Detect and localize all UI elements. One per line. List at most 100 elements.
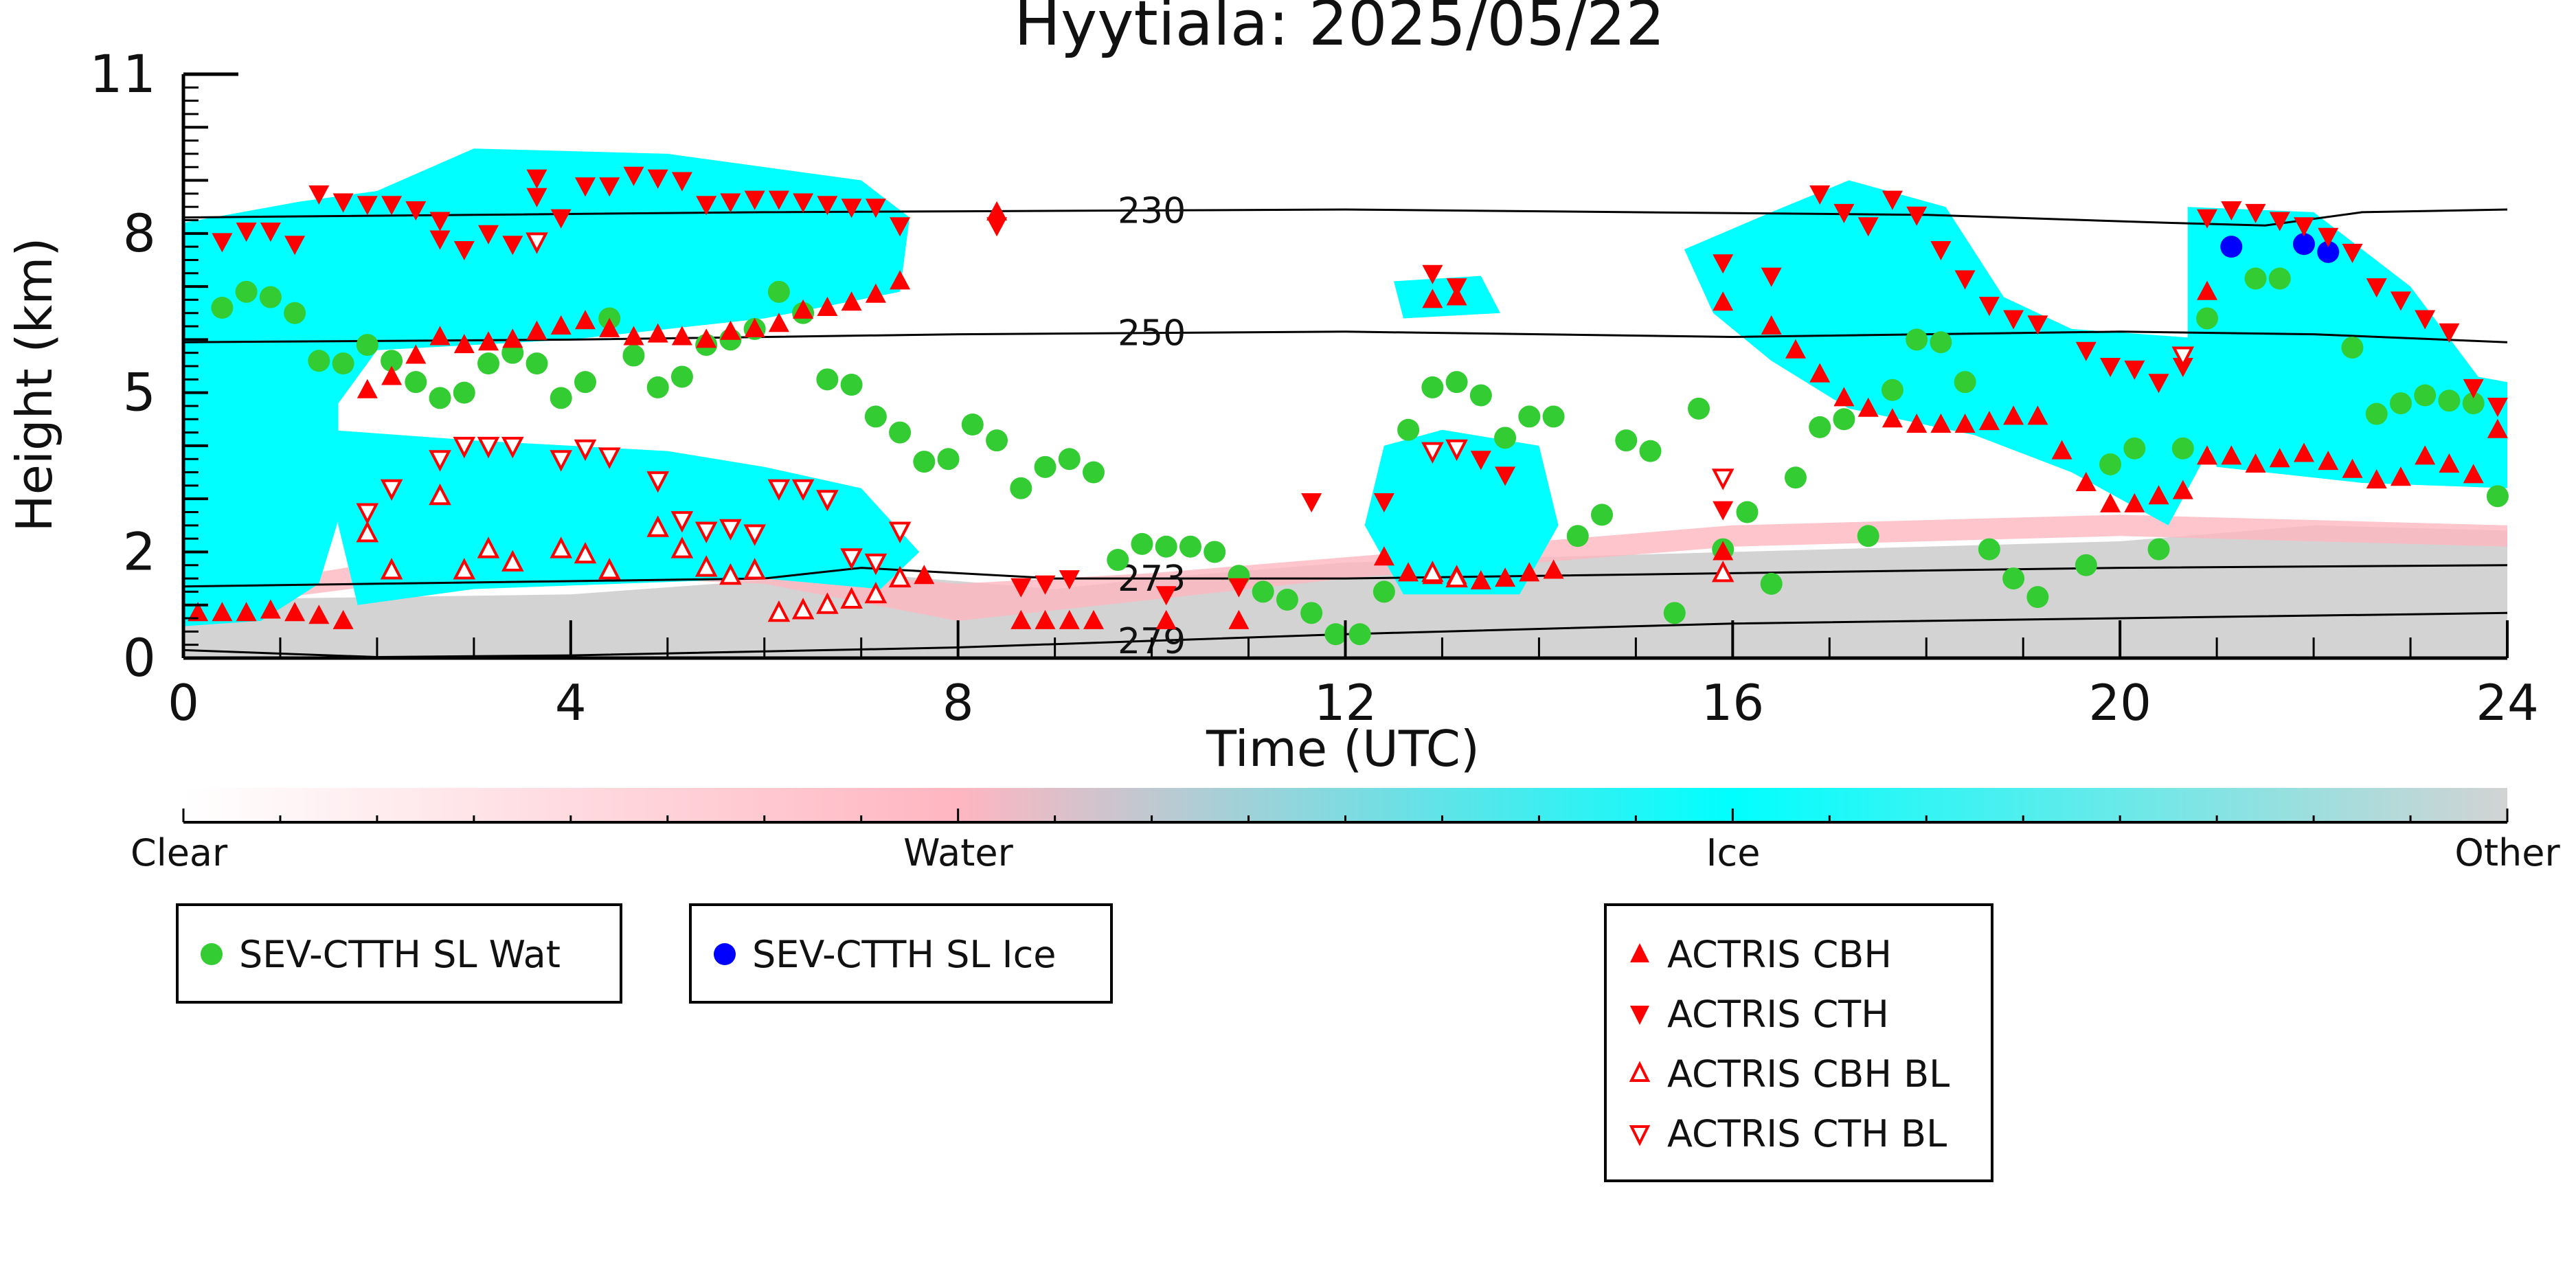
y-tick-label: 8 — [123, 203, 156, 264]
data-point — [1373, 546, 1394, 566]
chart-title: Hyytiala: 2025/05/22 — [1014, 0, 1664, 60]
data-point — [332, 609, 354, 629]
data-point — [357, 196, 378, 216]
ice-region-early — [183, 148, 910, 626]
data-point — [2196, 307, 2219, 330]
triangle-down-open-icon — [1629, 1125, 1651, 1146]
contour-line — [183, 564, 2508, 588]
data-point — [2003, 405, 2024, 425]
ice-region-midday-high — [1394, 275, 1500, 319]
x-tick-label: 20 — [2088, 674, 2151, 732]
data-point — [2197, 280, 2217, 300]
data-point — [1809, 185, 1831, 205]
data-point — [1857, 217, 1879, 237]
data-point — [2438, 389, 2461, 412]
data-point — [574, 541, 597, 564]
data-point — [1035, 575, 1056, 595]
data-point — [2366, 469, 2387, 489]
data-point — [2221, 445, 2242, 465]
data-point — [1761, 267, 1782, 287]
data-point — [986, 201, 1008, 221]
data-point — [1179, 535, 1201, 558]
data-point — [1978, 297, 2000, 317]
other-region — [183, 525, 2507, 658]
data-point — [1398, 562, 1419, 582]
data-point — [1494, 427, 1517, 449]
x-tick-label: 12 — [1314, 674, 1377, 732]
data-point — [1954, 414, 1976, 433]
data-point — [864, 581, 888, 604]
triangle-up-icon — [1630, 943, 1649, 962]
data-point — [622, 344, 645, 367]
contour-line — [183, 208, 2508, 227]
data-point — [1519, 562, 1540, 582]
data-point — [696, 196, 717, 216]
data-point — [1713, 541, 1734, 561]
data-point — [2462, 392, 2485, 415]
data-point — [1711, 561, 1735, 583]
data-point — [453, 436, 476, 459]
data-point — [2390, 291, 2411, 311]
data-point — [2245, 203, 2266, 223]
data-point — [1324, 623, 1347, 646]
data-point — [1058, 448, 1081, 471]
data-point — [1422, 264, 1443, 284]
data-point — [2439, 453, 2460, 473]
data-point — [1276, 589, 1298, 611]
data-point — [574, 439, 597, 462]
data-point — [1470, 570, 1491, 589]
data-point — [744, 317, 765, 337]
data-point — [1446, 278, 1467, 298]
data-point — [2366, 278, 2387, 298]
data-point — [890, 270, 911, 290]
data-point — [816, 592, 839, 614]
data-point — [1954, 270, 1976, 290]
data-point — [2051, 440, 2072, 460]
data-point — [1469, 384, 1492, 407]
legend-label: ACTRIS CBH — [1667, 932, 1892, 976]
x-axis-label: Time (UTC) — [1206, 720, 1480, 778]
data-point — [890, 217, 911, 237]
data-point — [2317, 240, 2340, 263]
data-point — [1857, 397, 1879, 417]
legend-label: SEV-CTTH SL Wat — [239, 932, 561, 976]
data-point — [1228, 578, 1250, 598]
y-tick-label: 5 — [123, 362, 156, 423]
data-point — [768, 190, 789, 210]
data-point — [284, 236, 306, 256]
data-point — [2002, 567, 2025, 590]
data-point — [1881, 379, 1903, 401]
data-point — [2172, 479, 2193, 499]
data-point — [1663, 602, 1686, 624]
data-point — [2318, 451, 2339, 471]
data-point — [1422, 289, 1443, 308]
data-point — [478, 225, 499, 245]
data-point — [212, 602, 233, 622]
data-point — [1882, 408, 1903, 428]
data-point — [453, 558, 476, 580]
data-point — [550, 315, 572, 335]
data-point — [501, 550, 524, 572]
data-point — [1785, 339, 1806, 359]
data-point — [501, 436, 524, 459]
data-point — [1542, 405, 1565, 428]
data-point — [236, 602, 257, 622]
ice-region-evening — [1684, 180, 2217, 526]
data-point — [381, 350, 403, 372]
data-point — [284, 302, 306, 324]
data-point — [2171, 437, 2194, 460]
contour-label: 250 — [1118, 313, 1186, 354]
data-point — [767, 479, 791, 501]
legend-label: ACTRIS CBH BL — [1667, 1052, 1950, 1096]
data-point — [2269, 448, 2290, 468]
data-point — [1010, 609, 1032, 629]
data-point — [429, 212, 451, 231]
data-point — [2027, 405, 2048, 425]
data-point — [453, 381, 475, 404]
data-point — [308, 350, 330, 372]
data-point — [2027, 315, 2048, 335]
x-tick-label: 16 — [1702, 674, 1765, 732]
data-point — [1155, 586, 1177, 606]
contour-label: 273 — [1118, 558, 1186, 600]
data-point — [2075, 472, 2097, 491]
